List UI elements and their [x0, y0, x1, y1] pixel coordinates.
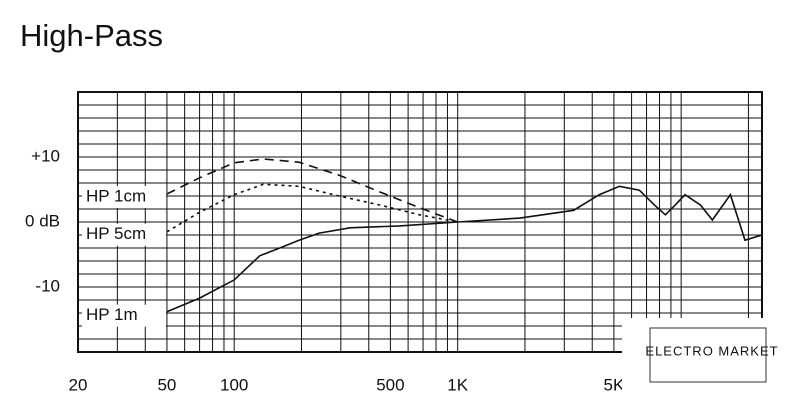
- legend-label: HP 1m: [86, 305, 138, 324]
- series-line: [166, 183, 458, 233]
- plot-frame: [77, 91, 763, 353]
- x-tick-label: 1K: [447, 375, 468, 394]
- legend-label: HP 5cm: [86, 224, 146, 243]
- x-tick-label: 500: [376, 375, 404, 394]
- series-line: [166, 185, 763, 313]
- chart-title: High-Pass: [20, 18, 163, 53]
- y-tick-label: -10: [35, 276, 60, 295]
- x-tick-label: 50: [157, 375, 176, 394]
- watermark-bg: [622, 318, 802, 415]
- legend-bg: [82, 304, 166, 327]
- legend-bg: [82, 186, 166, 209]
- legend-label: HP 1cm: [86, 187, 146, 206]
- x-tick-label: 100: [220, 375, 248, 394]
- legend-bg: [82, 223, 166, 246]
- y-tick-label: 0 dB: [25, 211, 60, 230]
- y-tick-label: +10: [31, 146, 60, 165]
- x-tick-label: 20: [69, 375, 88, 394]
- watermark-box: [649, 327, 767, 383]
- x-tick-label: 5K: [603, 375, 624, 394]
- watermark-text: ELECTRO MARKET: [645, 343, 778, 358]
- series-line: [166, 158, 458, 223]
